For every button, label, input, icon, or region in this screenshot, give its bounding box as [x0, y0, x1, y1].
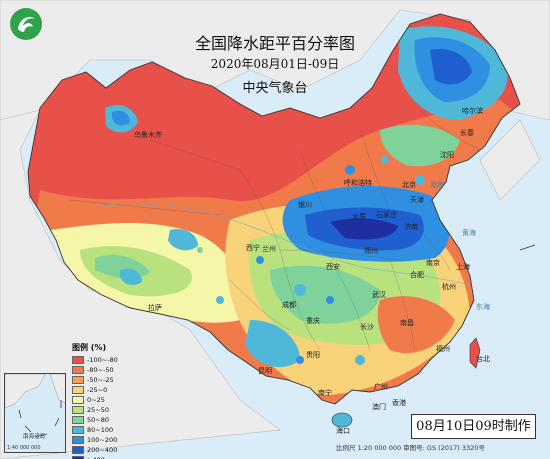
legend-rows: -100~-80 -80~-50 -50~-25 -25~0 0~25 25~50 50~8…	[72, 355, 138, 459]
sea-label: 渤海	[430, 181, 444, 189]
scale-and-approval: 比例尺 1:20 000 000 审图号: GS (2017) 3320号	[336, 444, 485, 452]
legend-item: >400	[72, 455, 138, 459]
city-label: 南昌	[400, 319, 414, 327]
legend-item: 100~200	[72, 435, 138, 445]
south-china-sea-inset: 南海诸岛 1:40 000 000	[4, 373, 66, 453]
city-label: 贵阳	[306, 351, 320, 359]
legend-item: 0~25	[72, 395, 138, 405]
city-label: 南宁	[318, 389, 332, 397]
city-label: 呼和浩特	[344, 179, 372, 187]
city-label: 合肥	[410, 271, 424, 279]
legend-item: 80~100	[72, 425, 138, 435]
legend-swatch	[72, 406, 84, 414]
city-label: 石家庄	[376, 211, 397, 219]
hainan-island	[331, 412, 353, 428]
city-label: 上海	[456, 263, 470, 271]
made-time-badge: 08月10日09时制作	[411, 414, 536, 439]
legend-item: -25~0	[72, 385, 138, 395]
city-label: 台北	[476, 355, 490, 363]
city-label: 香港	[392, 399, 406, 407]
city-label: 福州	[436, 345, 450, 353]
legend-label: >400	[87, 456, 105, 459]
legend-label: -50~-25	[87, 376, 114, 384]
legend-label: 80~100	[87, 426, 114, 434]
city-label: 郑州	[364, 247, 378, 255]
city-label: 成都	[282, 301, 296, 309]
legend-swatch	[72, 386, 84, 394]
legend-item: 25~50	[72, 405, 138, 415]
agency-name: 中央气象台	[242, 81, 308, 96]
legend-swatch	[72, 356, 84, 364]
legend-label: 25~50	[87, 406, 109, 414]
city-label: 海口	[336, 427, 350, 435]
sea-label: 黄海	[462, 229, 476, 237]
legend-label: -80~-50	[87, 366, 114, 374]
inset-scale: 1:40 000 000	[7, 445, 41, 451]
legend-swatch	[72, 426, 84, 434]
city-label: 澳门	[372, 403, 386, 411]
legend-swatch	[72, 416, 84, 424]
city-label: 天津	[410, 196, 424, 204]
map-title: 全国降水距平百分率图	[194, 34, 355, 53]
city-label: 长沙	[360, 323, 374, 331]
city-label: 济南	[404, 223, 418, 231]
city-label: 昆明	[258, 367, 272, 375]
legend-label: -25~0	[87, 386, 108, 394]
city-label: 西安	[326, 263, 340, 271]
city-label: 兰州	[262, 245, 276, 253]
legend-item: 50~80	[72, 415, 138, 425]
city-label: 重庆	[306, 317, 320, 325]
city-label: 杭州	[442, 283, 456, 291]
legend-swatch	[72, 436, 84, 444]
city-label: 南京	[426, 259, 440, 267]
legend: 图例 (%) -100~-80 -80~-50 -50~-25 -25~0 0~25 25…	[72, 342, 138, 459]
cma-logo	[8, 6, 44, 42]
sea-label: 东海	[476, 303, 490, 311]
legend-item: -100~-80	[72, 355, 138, 365]
legend-label: 50~80	[87, 416, 109, 424]
legend-swatch	[72, 446, 84, 454]
city-label: 武汉	[372, 291, 386, 299]
city-label: 沈阳	[440, 151, 454, 159]
city-label: 乌鲁木齐	[134, 131, 162, 139]
legend-label: 0~25	[87, 396, 105, 404]
city-label: 西宁	[246, 244, 260, 252]
legend-label: 200~400	[87, 446, 118, 454]
neighbour-land-korea-japan	[479, 119, 541, 201]
city-label: 广州	[374, 383, 388, 391]
legend-swatch	[72, 396, 84, 404]
city-label: 长春	[460, 129, 474, 137]
boundary-dash	[519, 244, 536, 251]
legend-swatch	[72, 376, 84, 384]
legend-label: 100~200	[87, 436, 118, 444]
inset-name: 南海诸岛	[23, 434, 46, 440]
river-yangtze	[99, 203, 471, 286]
legend-item: 200~400	[72, 445, 138, 455]
legend-item: -80~-50	[72, 365, 138, 375]
legend-title: 图例 (%)	[72, 343, 107, 352]
legend-swatch	[72, 456, 84, 459]
legend-swatch	[72, 366, 84, 374]
city-label: 北京	[402, 181, 416, 189]
legend-label: -100~-80	[87, 356, 118, 364]
city-label: 拉萨	[148, 304, 162, 312]
legend-item: -50~-25	[72, 375, 138, 385]
city-label: 哈尔滨	[462, 107, 483, 115]
date-range: 2020年08月01日-09日	[210, 57, 340, 71]
city-label: 太原	[352, 213, 366, 221]
city-label: 银川	[298, 201, 312, 209]
taiwan-island	[469, 337, 481, 369]
